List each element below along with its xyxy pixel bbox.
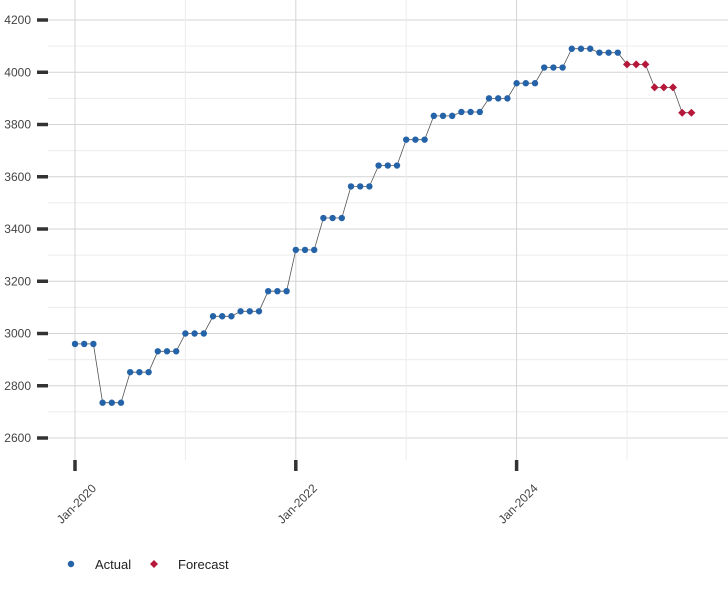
y-tick-label: 3600 [4, 170, 31, 184]
data-point-actual [108, 399, 116, 406]
data-point-actual [614, 49, 621, 56]
data-point-actual [200, 330, 207, 337]
legend-item-forecast[interactable]: Forecast [150, 557, 229, 572]
data-point-actual [393, 162, 401, 169]
data-point-actual [311, 246, 318, 254]
data-point-actual [274, 287, 281, 295]
data-point-actual [163, 348, 171, 355]
grid [48, 0, 728, 460]
data-point-actual [559, 64, 566, 71]
data-point-actual [71, 340, 79, 348]
data-point-forecast [632, 60, 641, 69]
data-point-actual [513, 80, 520, 87]
x-tick-label: Jan-2022 [275, 481, 321, 527]
data-point-actual [495, 95, 502, 102]
data-point-actual [90, 340, 97, 348]
data-point-forecast [678, 108, 687, 117]
data-point-actual [421, 136, 428, 143]
data-point-actual [430, 112, 437, 120]
data-point-actual [301, 246, 309, 254]
legend-marker-forecast [150, 560, 158, 568]
y-tick-label: 4200 [4, 13, 31, 27]
data-point-actual [375, 162, 382, 169]
data-point-actual [439, 112, 447, 120]
legend-label-forecast: Forecast [178, 557, 229, 572]
data-point-forecast [659, 83, 668, 92]
data-point-forecast [669, 83, 677, 92]
data-point-actual [219, 313, 226, 320]
data-point-actual [191, 330, 198, 337]
data-point-actual [182, 330, 189, 337]
data-point-actual [485, 95, 493, 102]
x-tick-label: Jan-2020 [54, 481, 100, 527]
data-point-actual [458, 108, 465, 116]
y-axis: 2600 2800 3000 3200 3400 3600 3800 4000 4200 [4, 13, 48, 445]
data-point-actual [255, 308, 263, 315]
data-point-actual [403, 136, 410, 143]
data-point-actual [550, 64, 557, 71]
y-tick-label: 4000 [4, 65, 31, 79]
x-axis: Jan-2020 Jan-2022 Jan-2024 [54, 460, 541, 527]
data-point-actual [504, 95, 511, 102]
data-point-actual [320, 214, 327, 222]
data-point-actual [145, 368, 152, 376]
data-point-actual [265, 287, 272, 295]
data-point-forecast [687, 108, 696, 117]
data-point-actual [117, 399, 125, 406]
data-point-actual [467, 108, 474, 116]
data-point-actual [228, 313, 235, 320]
y-tick-label: 2800 [4, 379, 31, 393]
data-point-actual [605, 49, 612, 56]
data-point-actual [596, 49, 603, 56]
data-point-actual [127, 368, 134, 376]
data-point-actual [577, 45, 585, 52]
data-point-actual [587, 45, 594, 52]
data-point-actual [173, 348, 180, 355]
data-point-actual [531, 80, 539, 87]
data-point-forecast [650, 83, 659, 92]
data-point-forecast [623, 60, 631, 69]
data-point-actual [384, 162, 391, 169]
data-point-actual [154, 348, 161, 355]
y-tick-label: 3000 [4, 327, 31, 341]
data-point-actual [568, 45, 575, 52]
data-point-actual [283, 287, 290, 295]
data-point-actual [338, 214, 345, 222]
legend: Actual Forecast [67, 557, 229, 572]
data-point-actual [237, 308, 244, 315]
y-tick-label: 2600 [4, 431, 31, 445]
data-point-actual [357, 183, 364, 190]
data-point-actual [366, 183, 373, 190]
data-point-actual [412, 136, 419, 143]
data-point-actual [449, 112, 456, 120]
data-point-actual [347, 183, 355, 190]
y-tick-label: 3400 [4, 222, 31, 236]
data-point-actual [541, 64, 548, 71]
data-point-actual [292, 246, 299, 254]
series-area [71, 45, 696, 406]
data-point-actual [329, 214, 336, 222]
legend-label-actual: Actual [95, 557, 131, 572]
y-tick-label: 3200 [4, 274, 31, 288]
data-point-actual [136, 368, 143, 376]
data-point-actual [246, 308, 253, 315]
data-point-actual [81, 340, 88, 348]
data-point-actual [522, 80, 529, 87]
data-point-actual [99, 399, 106, 406]
data-point-forecast [641, 60, 650, 69]
x-tick-label: Jan-2024 [495, 481, 541, 527]
legend-item-actual[interactable]: Actual [67, 557, 131, 572]
y-tick-label: 3800 [4, 118, 31, 132]
data-point-actual [476, 108, 483, 116]
data-point-actual [209, 313, 217, 320]
legend-marker-actual [67, 560, 75, 568]
